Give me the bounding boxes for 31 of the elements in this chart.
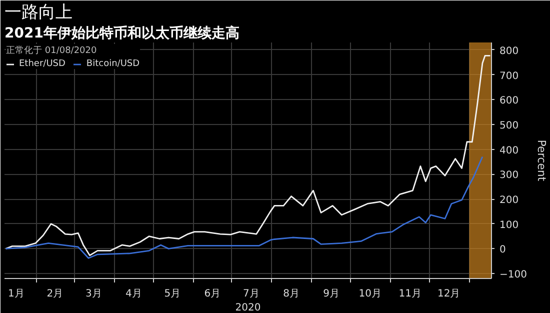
x-tick-label: 8月: [283, 288, 300, 300]
y-tick-label: 300: [500, 170, 519, 182]
x-tick-label: 5月: [164, 288, 181, 300]
x-tick-label: 6月: [204, 288, 221, 300]
y-tick-label: 200: [500, 195, 519, 206]
y-tick-label: 500: [500, 120, 519, 132]
x-tick-label: 2月: [46, 288, 64, 300]
x-tick-label: 4月: [125, 288, 142, 300]
y-tick-label: 800: [500, 46, 519, 57]
legend-label: Bitcoin/USD: [86, 59, 140, 69]
x-axis-title: 2020: [235, 302, 261, 313]
x-tick-label: 10月: [358, 288, 382, 300]
line-series: [5, 156, 484, 259]
y-tick-label: −100: [500, 270, 527, 281]
line-series: [5, 54, 491, 256]
x-tick-label: 11月: [398, 288, 422, 300]
y-tick-label: 700: [500, 70, 519, 82]
x-tick-label: 1月: [8, 288, 24, 300]
chart-title: 一路向上: [4, 2, 72, 22]
legend-label: Ether/USD: [19, 59, 66, 69]
legend-title: 正常化于 01/08/2020: [6, 44, 98, 57]
x-tick-label: 3月: [85, 288, 102, 300]
chart-subtitle: 2021年伊始比特币和以太币继续走高: [4, 24, 240, 42]
y-tick-label: 600: [500, 96, 519, 107]
y-tick-label: 100: [500, 220, 519, 231]
x-tick-label: 9月: [323, 288, 340, 300]
y-tick-label: 0: [500, 244, 506, 256]
x-tick-label: 12月: [438, 288, 460, 300]
x-tick-label: 7月: [243, 288, 260, 300]
y-axis-title: Percent: [534, 140, 548, 182]
y-tick-label: 400: [500, 145, 519, 156]
